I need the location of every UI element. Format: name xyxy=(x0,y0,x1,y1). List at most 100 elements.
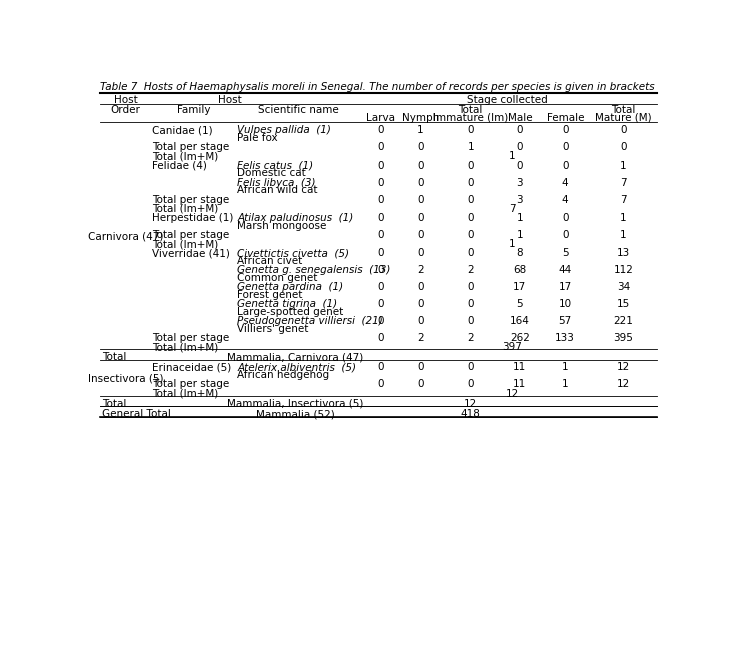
Text: 12: 12 xyxy=(616,362,630,372)
Text: Female: Female xyxy=(547,113,584,123)
Text: Viverridae (41): Viverridae (41) xyxy=(152,249,230,259)
Text: 4: 4 xyxy=(562,177,568,187)
Text: 0: 0 xyxy=(377,249,383,259)
Text: 68: 68 xyxy=(514,265,527,276)
Text: Herpestidae (1): Herpestidae (1) xyxy=(152,213,234,223)
Text: 1: 1 xyxy=(417,125,423,135)
Text: Felis libyca  (3): Felis libyca (3) xyxy=(238,177,316,187)
Text: 8: 8 xyxy=(517,249,523,259)
Text: Immature (Im): Immature (Im) xyxy=(433,113,508,123)
Text: 0: 0 xyxy=(377,213,383,223)
Text: Total (Im+M): Total (Im+M) xyxy=(152,388,218,398)
Text: 0: 0 xyxy=(620,125,627,135)
Text: Nymph: Nymph xyxy=(402,113,439,123)
Text: 1: 1 xyxy=(509,239,516,249)
Text: 3: 3 xyxy=(517,195,523,204)
Text: 12: 12 xyxy=(464,398,477,409)
Text: 0: 0 xyxy=(377,380,383,389)
Text: 112: 112 xyxy=(613,265,633,276)
Text: Mammalia, Insectivora (5): Mammalia, Insectivora (5) xyxy=(227,398,363,409)
Text: 0: 0 xyxy=(468,249,474,259)
Text: 0: 0 xyxy=(377,299,383,309)
Text: 2: 2 xyxy=(468,333,474,343)
Text: Carnivora (47): Carnivora (47) xyxy=(88,232,163,242)
Text: 3: 3 xyxy=(517,177,523,187)
Text: 1: 1 xyxy=(620,213,627,223)
Text: 57: 57 xyxy=(559,317,572,327)
Text: 0: 0 xyxy=(562,230,568,240)
Text: Total: Total xyxy=(102,352,127,362)
Text: 0: 0 xyxy=(468,317,474,327)
Text: 0: 0 xyxy=(468,299,474,309)
Text: Common genet: Common genet xyxy=(238,273,317,283)
Text: 12: 12 xyxy=(505,388,519,398)
Text: Canidae (1): Canidae (1) xyxy=(152,125,213,135)
Text: Genetta tigrina  (1): Genetta tigrina (1) xyxy=(238,299,337,309)
Text: Total: Total xyxy=(102,398,127,409)
Text: Total (Im+M): Total (Im+M) xyxy=(152,204,218,214)
Text: 10: 10 xyxy=(559,299,572,309)
Text: Total per stage: Total per stage xyxy=(152,333,229,343)
Text: 0: 0 xyxy=(377,177,383,187)
Text: Order: Order xyxy=(110,106,141,116)
Text: Insectivora (5): Insectivora (5) xyxy=(87,374,164,384)
Text: 7: 7 xyxy=(620,195,627,204)
Text: Total per stage: Total per stage xyxy=(152,142,229,153)
Text: Marsh mongoose: Marsh mongoose xyxy=(238,221,327,230)
Text: Mammalia (52): Mammalia (52) xyxy=(256,409,334,419)
Text: 2: 2 xyxy=(417,265,423,276)
Text: 0: 0 xyxy=(468,161,474,171)
Text: 0: 0 xyxy=(468,282,474,292)
Text: 1: 1 xyxy=(468,142,474,153)
Text: Genetta pardina  (1): Genetta pardina (1) xyxy=(238,282,343,292)
Text: 1: 1 xyxy=(562,362,568,372)
Text: Total (Im+M): Total (Im+M) xyxy=(152,151,218,161)
Text: 0: 0 xyxy=(377,142,383,153)
Text: 0: 0 xyxy=(468,177,474,187)
Text: 0: 0 xyxy=(417,362,423,372)
Text: Total: Total xyxy=(611,106,636,116)
Text: Stage collected: Stage collected xyxy=(467,95,548,106)
Text: Larva: Larva xyxy=(366,113,395,123)
Text: 0: 0 xyxy=(468,230,474,240)
Text: 0: 0 xyxy=(517,125,523,135)
Text: 11: 11 xyxy=(514,362,527,372)
Text: 0: 0 xyxy=(562,161,568,171)
Text: 397: 397 xyxy=(502,343,522,352)
Text: 0: 0 xyxy=(377,282,383,292)
Text: 12: 12 xyxy=(616,380,630,389)
Text: Total per stage: Total per stage xyxy=(152,380,229,389)
Text: 0: 0 xyxy=(562,125,568,135)
Text: 34: 34 xyxy=(616,282,630,292)
Text: 1: 1 xyxy=(517,230,523,240)
Text: 0: 0 xyxy=(377,317,383,327)
Text: 0: 0 xyxy=(377,195,383,204)
Text: Total: Total xyxy=(459,106,483,116)
Text: 1: 1 xyxy=(620,230,627,240)
Text: 0: 0 xyxy=(417,195,423,204)
Text: 0: 0 xyxy=(468,125,474,135)
Text: Civettictis civetta  (5): Civettictis civetta (5) xyxy=(238,249,349,259)
Text: Male: Male xyxy=(508,113,532,123)
Text: Total per stage: Total per stage xyxy=(152,195,229,204)
Text: 44: 44 xyxy=(559,265,572,276)
Text: 0: 0 xyxy=(417,282,423,292)
Text: 0: 0 xyxy=(417,317,423,327)
Text: 221: 221 xyxy=(613,317,633,327)
Text: 5: 5 xyxy=(517,299,523,309)
Text: Forest genet: Forest genet xyxy=(238,290,303,300)
Text: Host: Host xyxy=(113,95,138,106)
Text: 1: 1 xyxy=(562,380,568,389)
Text: 0: 0 xyxy=(517,142,523,153)
Text: 7: 7 xyxy=(620,177,627,187)
Text: 0: 0 xyxy=(468,380,474,389)
Text: Family: Family xyxy=(177,106,210,116)
Text: Erinaceidae (5): Erinaceidae (5) xyxy=(152,362,232,372)
Text: 1: 1 xyxy=(509,151,516,161)
Text: 0: 0 xyxy=(377,161,383,171)
Text: Villiers' genet: Villiers' genet xyxy=(238,324,309,334)
Text: 17: 17 xyxy=(559,282,572,292)
Text: 4: 4 xyxy=(562,195,568,204)
Text: Large-spotted genet: Large-spotted genet xyxy=(238,307,343,317)
Text: Genetta g. senegalensis  (13): Genetta g. senegalensis (13) xyxy=(238,265,391,276)
